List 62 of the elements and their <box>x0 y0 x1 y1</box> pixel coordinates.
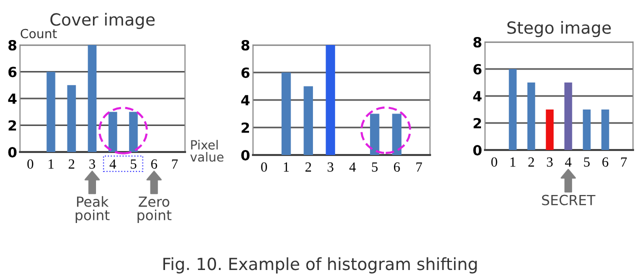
x-tick-label: 6 <box>151 159 158 169</box>
y-tick-label: 6 <box>8 66 16 78</box>
bar <box>370 114 380 155</box>
text: Peak point <box>76 196 110 224</box>
y-tick-label: 2 <box>474 118 482 128</box>
x-tick-label: 7 <box>172 159 178 169</box>
bar <box>508 69 517 150</box>
x-tick-label: 2 <box>528 157 534 167</box>
y-tick-label: 4 <box>473 91 482 102</box>
y-tick-label: 8 <box>473 36 482 48</box>
y-tick-label: 6 <box>241 67 250 78</box>
x-tick-label: 0 <box>261 162 268 172</box>
bar <box>546 110 554 150</box>
y-tick-label: 6 <box>473 64 482 74</box>
chart-title: Cover image <box>50 12 155 30</box>
x-tick-label: 5 <box>372 162 378 172</box>
y-tick-label: 0 <box>8 146 17 158</box>
x-tick-label: 7 <box>621 157 627 167</box>
y-tick-label: 0 <box>473 144 482 156</box>
bar <box>326 45 336 155</box>
x-tick-label: 3 <box>328 162 334 172</box>
bar <box>304 86 313 155</box>
y-axis-title: Count <box>20 28 57 38</box>
y-tick-label: 8 <box>8 40 16 50</box>
x-tick-label: 1 <box>510 157 516 167</box>
bar <box>564 82 572 150</box>
bar <box>108 112 118 152</box>
x-tick-label: 2 <box>68 159 74 169</box>
text: Zero point <box>138 196 172 224</box>
y-tick-label: 4 <box>241 95 250 106</box>
bar <box>527 82 536 150</box>
x-tick-label: 6 <box>602 157 608 167</box>
x-tick-label: 3 <box>546 157 553 167</box>
x-tick-label: 4 <box>565 157 572 167</box>
bar <box>392 114 402 155</box>
bar <box>67 85 76 152</box>
bar <box>88 45 97 152</box>
bar <box>282 72 291 155</box>
x-tick-label: 0 <box>27 159 34 169</box>
y-tick-label: 2 <box>242 122 250 133</box>
bar <box>582 110 591 150</box>
text: SECRET <box>542 194 596 206</box>
x-tick-label: 4 <box>349 162 356 172</box>
x-tick-label: 6 <box>394 162 400 172</box>
x-tick-label: 7 <box>416 162 422 172</box>
bar <box>46 72 56 152</box>
bar <box>601 110 610 150</box>
y-tick-label: 2 <box>8 120 16 131</box>
x-tick-label: 0 <box>491 157 498 167</box>
chart-title: Stego image <box>507 21 611 38</box>
y-tick-label: 8 <box>241 40 250 50</box>
x-tick-label: 5 <box>584 157 590 167</box>
bar <box>129 112 138 152</box>
y-tick-label: 4 <box>8 94 17 104</box>
x-tick-label: 1 <box>284 162 289 172</box>
x-tick-label: 1 <box>48 159 54 169</box>
x-tick-label: 5 <box>130 159 136 169</box>
caption: Fig. 10. Example of histogram shifting <box>163 257 477 274</box>
x-tick-label: 4 <box>110 159 116 169</box>
x-axis-title: Pixel value <box>190 140 224 162</box>
x-tick-label: 3 <box>89 159 96 169</box>
x-tick-label: 2 <box>305 162 312 172</box>
